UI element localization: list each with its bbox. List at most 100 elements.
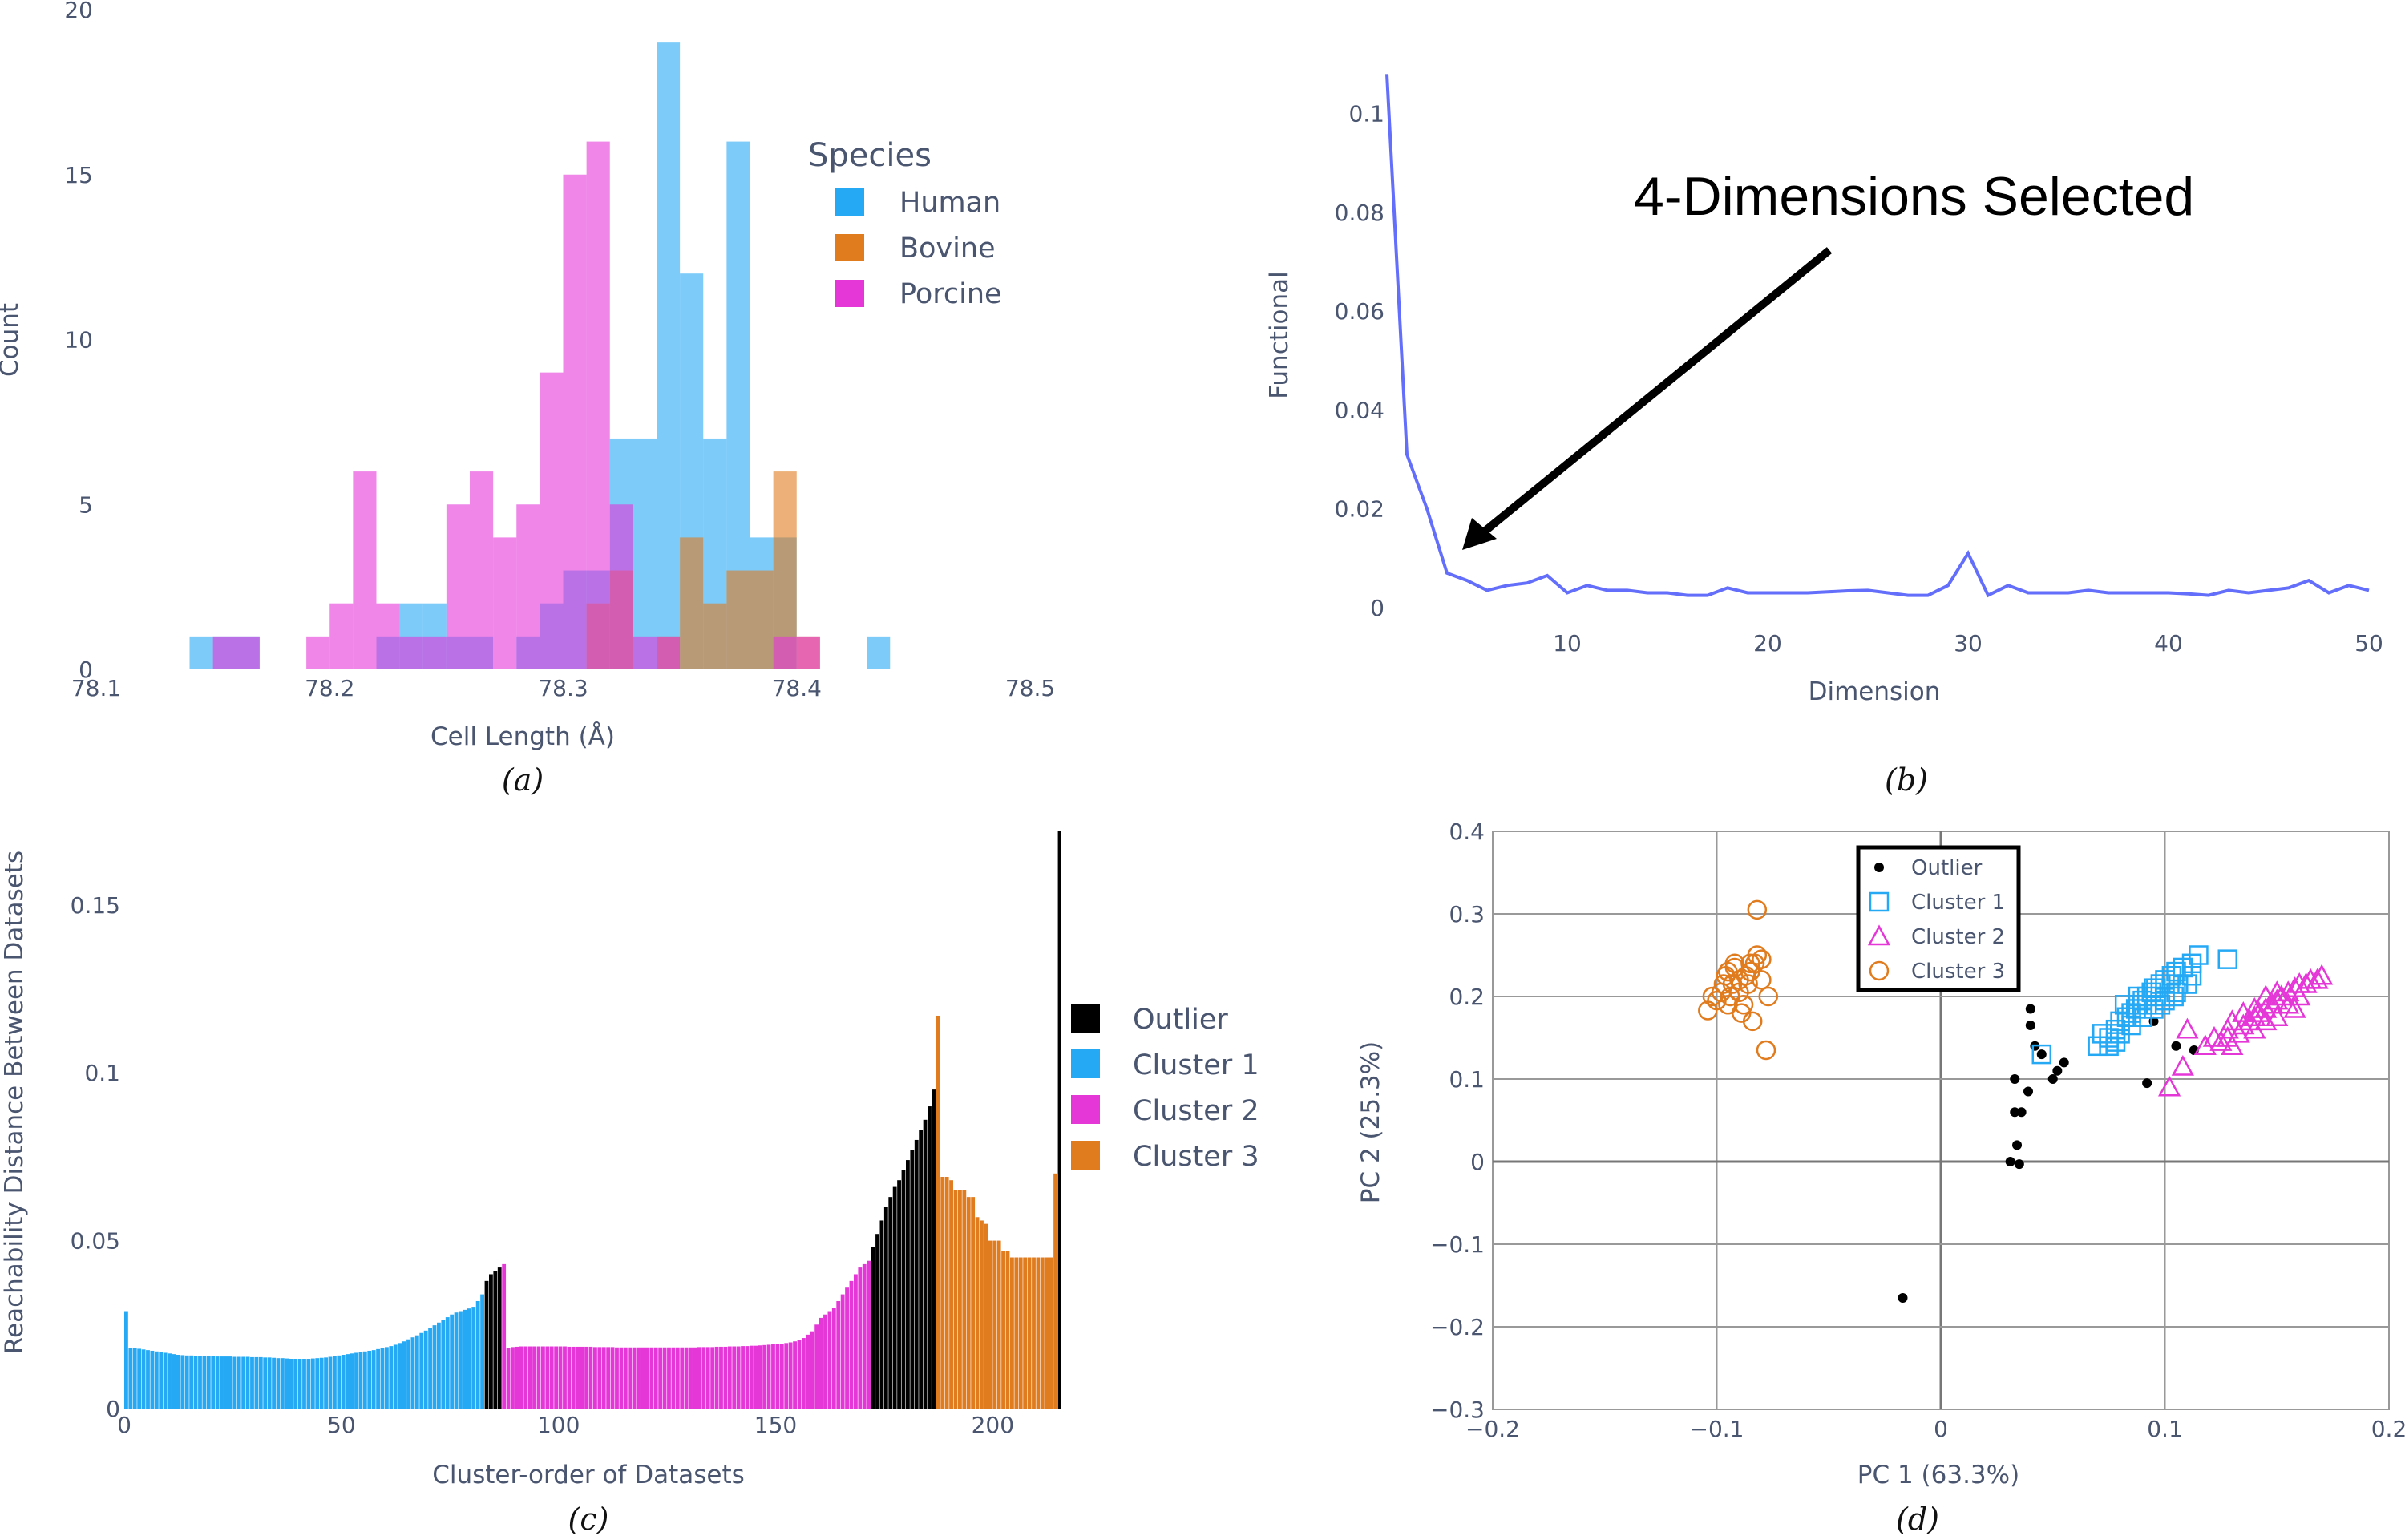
reachability-bar	[871, 1247, 875, 1409]
x-tick-label: 30	[1954, 630, 1983, 657]
reachability-bar	[802, 1338, 806, 1409]
reachability-bar	[619, 1347, 624, 1409]
point-cluster-3	[1747, 899, 1768, 920]
point-cluster-3	[1733, 995, 1754, 1015]
reachability-bar	[701, 1347, 706, 1409]
reachability-bar	[836, 1300, 841, 1409]
legend-swatch-human	[835, 188, 864, 216]
bar-porcine-10	[493, 537, 517, 669]
reachability-bar	[1057, 831, 1061, 1409]
reachability-bar	[558, 1346, 563, 1409]
tick-labels: 10 20 30 40 50 0 0.02 0.04 0.06 0.08 0.1	[1335, 101, 2383, 657]
y-tick-label: 0	[1370, 595, 1384, 621]
legend-swatch-cluster-3	[1071, 1141, 1100, 1170]
reachability-bar	[637, 1347, 641, 1409]
reachability-bar	[1023, 1257, 1028, 1409]
panel-c-reachability-plot: 0 50 100 150 200 0 0.05 0.1 0.15 Cluster-order o…	[0, 831, 1259, 1537]
x-tick-label: 150	[754, 1412, 797, 1438]
y-tick-label: 0.3	[1449, 901, 1485, 928]
reachability-bar	[649, 1347, 654, 1409]
reachability-bar	[854, 1274, 858, 1409]
reachability-bar	[141, 1349, 146, 1409]
point-cluster-2	[2176, 1017, 2199, 1039]
y-tick-label: 0.1	[1449, 1066, 1485, 1093]
point-cluster-2	[2243, 996, 2266, 1018]
bar-bovine-3	[680, 537, 704, 669]
reachability-bar	[710, 1347, 715, 1409]
x-tick-label: 78.4	[772, 675, 822, 701]
reachability-bar	[862, 1263, 867, 1409]
bar-porcine-7	[422, 636, 447, 669]
reachability-bar	[675, 1347, 680, 1409]
reachability-bar	[459, 1311, 463, 1409]
point-outlier	[2005, 1157, 2015, 1166]
reachability-bar	[410, 1337, 415, 1409]
y-tick-label: 15	[64, 162, 93, 188]
histogram-bars	[189, 42, 891, 670]
scatter-points	[1698, 899, 2334, 1303]
legend-entries: Human Bovine Porcine	[835, 187, 1002, 310]
y-tick-label: −0.2	[1430, 1314, 1485, 1340]
reachability-bar	[588, 1346, 593, 1409]
annotation-arrow-shaft	[1474, 247, 1833, 540]
x-tick-label: 50	[2354, 630, 2383, 657]
reachability-bar	[254, 1356, 259, 1409]
reachability-bar	[441, 1320, 446, 1409]
reachability-bar	[241, 1356, 246, 1409]
reachability-bar	[714, 1346, 719, 1409]
x-tick-label: 78.5	[1005, 675, 1055, 701]
reachability-bar	[736, 1346, 741, 1409]
reachability-bar	[732, 1346, 737, 1409]
reachability-bar	[228, 1356, 232, 1409]
y-tick-label: 0	[79, 657, 93, 683]
bar-porcine-12	[540, 372, 564, 669]
reachability-bar	[497, 1267, 502, 1409]
bar-porcine-5	[376, 603, 400, 669]
reachability-bar	[333, 1356, 337, 1409]
reachability-bar	[176, 1354, 180, 1409]
point-outlier	[2142, 1078, 2152, 1089]
point-outlier	[2036, 1049, 2047, 1060]
reachability-bar	[580, 1346, 584, 1409]
x-tick-label: 78.1	[71, 675, 121, 701]
y-tick-label: 5	[79, 491, 93, 518]
reachability-bar	[519, 1346, 523, 1409]
bar-porcine-16	[633, 636, 657, 669]
point-cluster-1	[2105, 1032, 2126, 1052]
point-outlier	[2025, 1021, 2035, 1031]
reachability-bar	[306, 1359, 311, 1409]
reachability-bar	[944, 1177, 949, 1409]
reachability-bar	[250, 1356, 254, 1409]
reachability-bar	[385, 1347, 389, 1409]
reachability-bar	[632, 1347, 637, 1409]
reachability-bar	[549, 1346, 554, 1409]
reachability-bar	[875, 1234, 879, 1409]
reachability-bar	[750, 1345, 754, 1409]
reachability-bar	[484, 1280, 489, 1409]
reachability-bar	[892, 1186, 897, 1409]
reachability-bar	[845, 1287, 849, 1409]
reachability-bar	[754, 1345, 758, 1409]
point-cluster-3	[1752, 949, 1772, 969]
reachability-bar	[302, 1359, 306, 1409]
legend-marker-outlier	[1874, 863, 1884, 872]
reachability-bar	[350, 1353, 354, 1409]
point-cluster-2	[2306, 968, 2329, 989]
x-tick-label: 200	[972, 1412, 1014, 1438]
point-outlier	[2171, 1041, 2181, 1051]
reachability-bar	[445, 1317, 450, 1409]
bar-human-20	[867, 636, 891, 669]
point-cluster-3	[1738, 974, 1758, 994]
reachability-bars	[124, 831, 1061, 1409]
panel-label: (d)	[1896, 1502, 1939, 1537]
reachability-bar	[723, 1346, 728, 1409]
reachability-bar	[971, 1197, 976, 1409]
reachability-bar	[645, 1347, 649, 1409]
legend-label-cluster-3: Cluster 3	[1911, 960, 2005, 984]
reachability-bar	[1036, 1257, 1041, 1409]
point-cluster-1	[2189, 945, 2209, 965]
reachability-bar	[988, 1240, 992, 1409]
reachability-bar	[923, 1119, 928, 1409]
reachability-bar	[198, 1356, 202, 1409]
reachability-bar	[324, 1357, 328, 1409]
